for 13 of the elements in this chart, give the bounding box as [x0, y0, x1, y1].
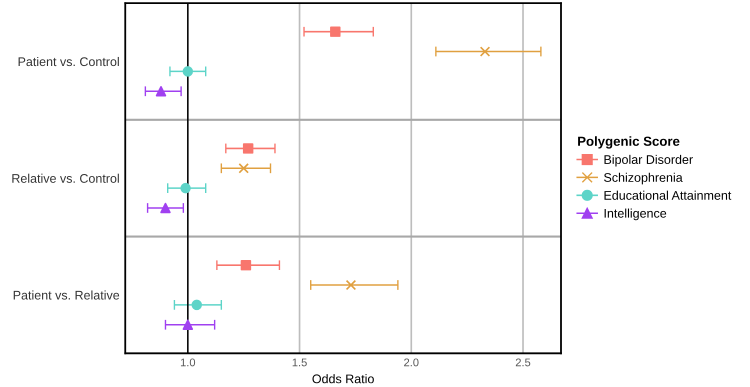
legend-label: Educational Attainment	[604, 190, 732, 200]
legend-label: Bipolar Disorder	[604, 154, 693, 166]
legend-label: Schizophrenia	[604, 172, 683, 184]
y-tick-label: Patient vs. Control	[18, 56, 119, 66]
y-tick-label: Patient vs. Relative	[14, 290, 120, 300]
x-tick-label: 1.0	[180, 358, 196, 366]
x-tick-label: 1.5	[292, 358, 307, 366]
y-tick-label: Relative vs. Control	[12, 174, 119, 183]
x-tick-label: 2.0	[404, 358, 419, 366]
legend-label: Intelligence	[604, 208, 666, 220]
legend-title: Polygenic Score	[578, 136, 680, 149]
x-tick-label: 2.5	[516, 358, 530, 366]
x-axis-title: Odds Ratio	[312, 374, 374, 384]
